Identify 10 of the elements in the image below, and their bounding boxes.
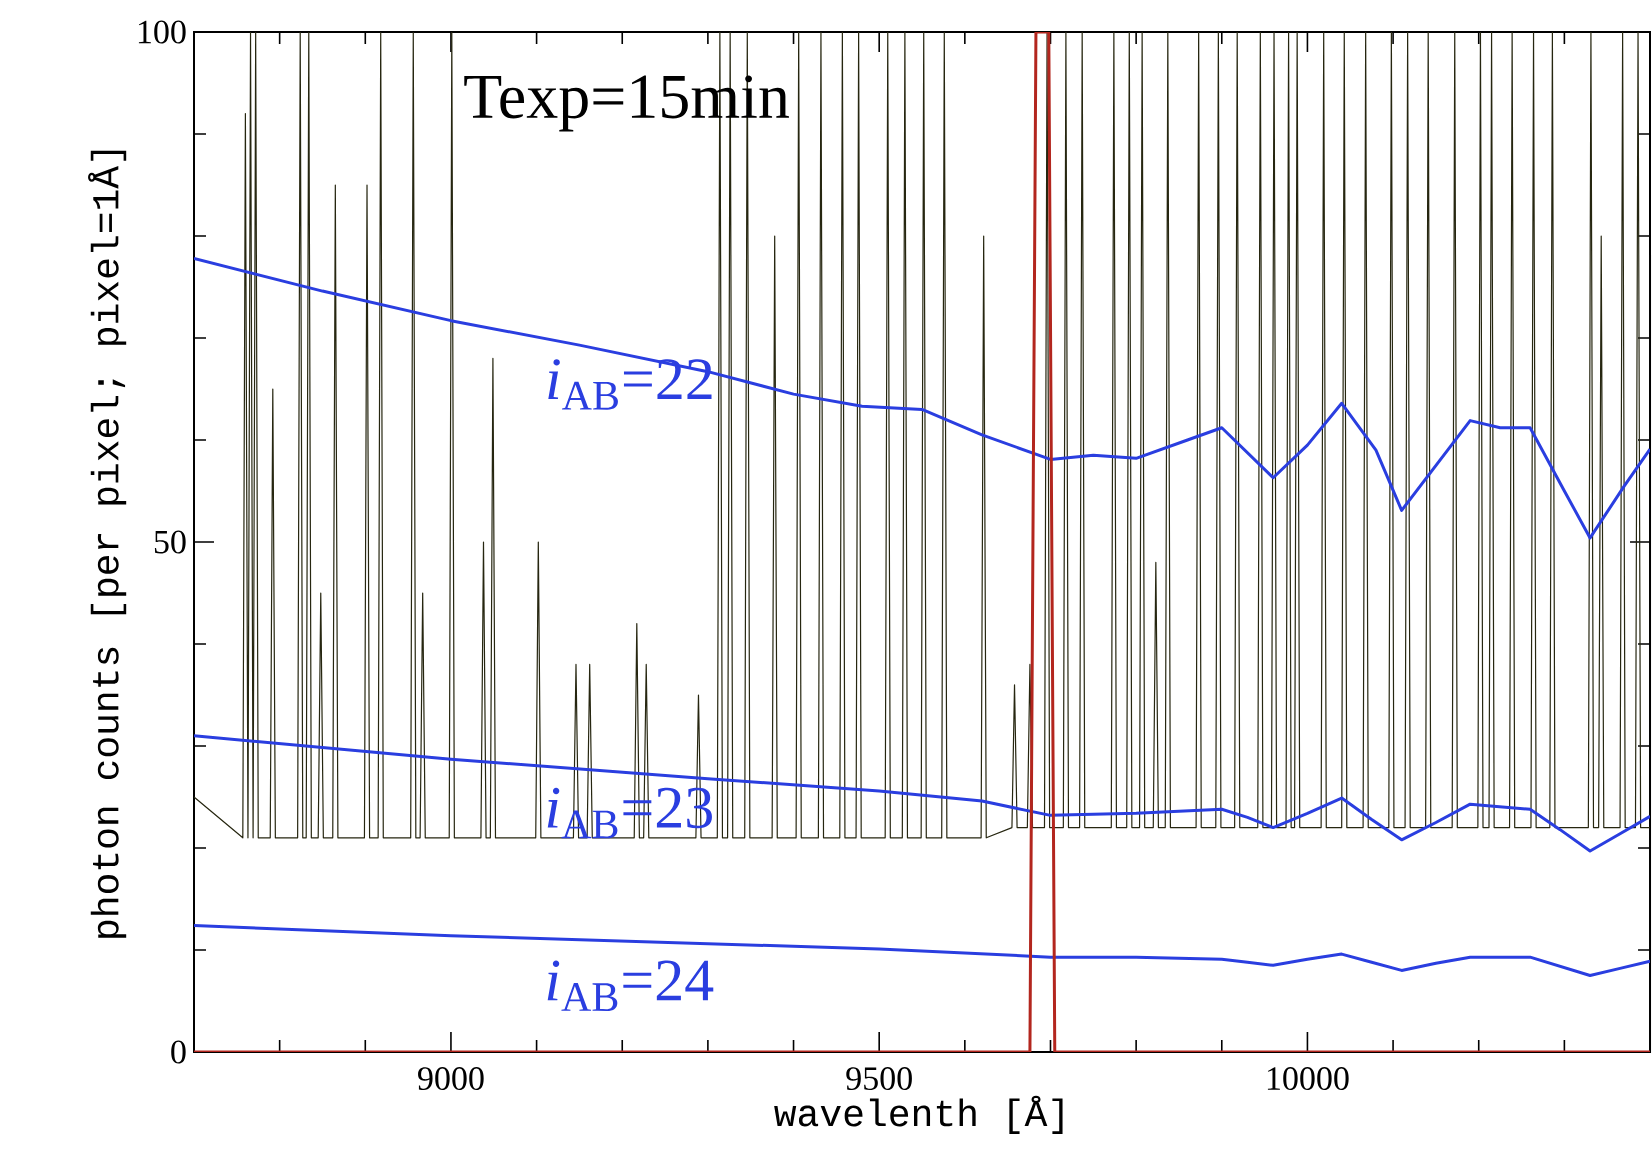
x-tick-label: 9500: [846, 1067, 912, 1091]
y-axis-title: photon counts [per pixel; pixel=1Å]: [88, 150, 127, 938]
series-label: i$_{AB}$=22: [548, 359, 712, 410]
y-tick-label: 0: [171, 1040, 186, 1064]
y-tick-label: 100: [138, 20, 186, 44]
x-tick-label: 10000: [1267, 1067, 1349, 1091]
series-label: i$_{AB}$=24: [547, 960, 714, 1011]
x-axis-title: wavelenth [Å]: [774, 1095, 1063, 1134]
x-tick-label: 9000: [418, 1067, 484, 1091]
y-tick-label: 50: [154, 530, 186, 554]
